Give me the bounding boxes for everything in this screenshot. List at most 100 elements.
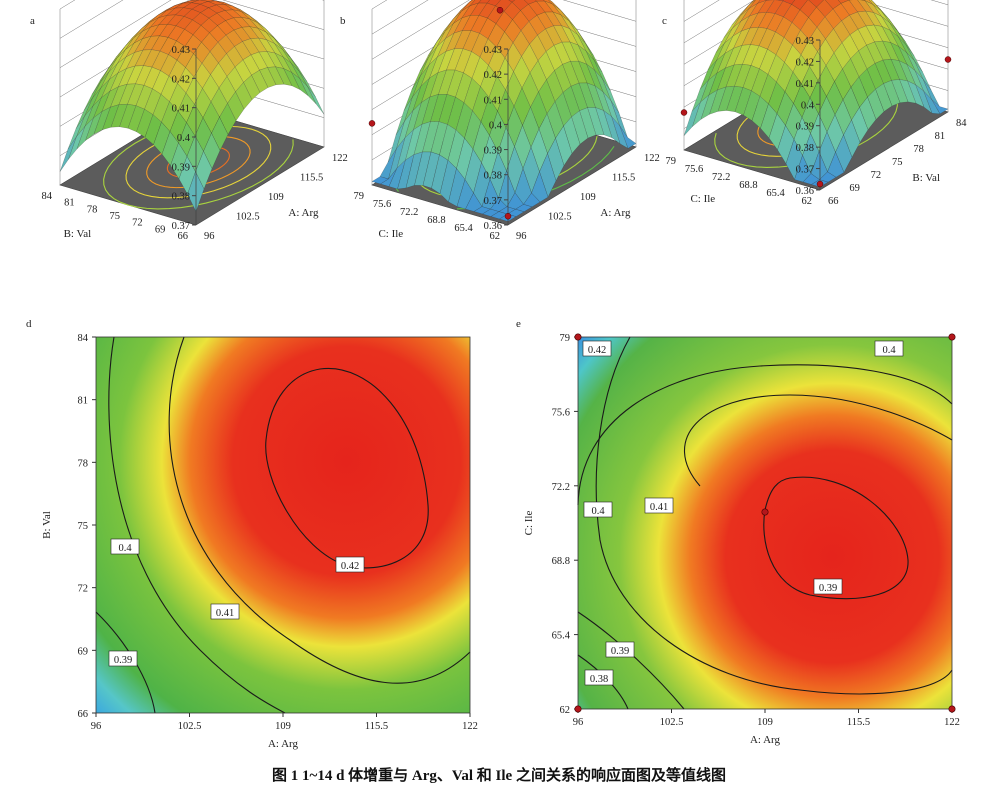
contour-line xyxy=(595,336,953,695)
x-tick-label: 75 xyxy=(892,157,903,168)
z-tick-label: 0.42 xyxy=(172,74,190,85)
contour-line xyxy=(168,336,471,684)
x-tick-label: 66 xyxy=(828,196,839,207)
x-tick-label: 72 xyxy=(871,170,882,181)
response-surface xyxy=(371,0,637,222)
x-axis-label: A: Arg xyxy=(600,207,631,219)
x-tick-label: 115.5 xyxy=(365,721,388,732)
y-tick-label: 75 xyxy=(110,211,121,222)
contour-label: 0.39 xyxy=(108,650,138,667)
contour-label: 0.38 xyxy=(584,669,614,686)
contour-label-box xyxy=(108,650,138,667)
x-tick-label: 109 xyxy=(275,721,291,732)
design-point xyxy=(680,109,688,116)
figure-caption: 图 1 1~14 d 体增重与 Arg、Val 和 Ile 之间关系的响应面图及… xyxy=(272,768,726,784)
panel-label: b xyxy=(340,15,346,27)
response-surface xyxy=(683,0,949,188)
y-tick-label: 72.2 xyxy=(712,172,730,183)
x-tick-label: 122 xyxy=(644,153,660,164)
z-tick-label: 0.4 xyxy=(801,100,815,111)
z-tick-label: 0.38 xyxy=(484,171,502,182)
figure-canvas: d 96 102.5 109 115.5 122 66 69 72 75 78 81 84 A: Arg B… xyxy=(26,0,967,750)
y-tick-label: 72.2 xyxy=(552,482,570,493)
y-tick-label: 69 xyxy=(155,224,166,235)
wall-gridline xyxy=(59,0,325,68)
z-tick-label: 0.38 xyxy=(172,192,190,203)
contour-label-text: 0.41 xyxy=(650,502,668,513)
y-tick-label: 66 xyxy=(178,231,189,242)
design-point xyxy=(816,180,824,188)
contour-label: 0.4 xyxy=(583,501,613,518)
x-tick-label: 115.5 xyxy=(612,173,635,184)
y-tick-label: 84 xyxy=(78,333,89,344)
y-tick-label: 68.8 xyxy=(427,215,445,226)
contour-label-text: 0.39 xyxy=(819,583,837,594)
z-tick-label: 0.37 xyxy=(796,165,814,176)
contour-label-box xyxy=(605,641,635,658)
y-axis-label: B: Val xyxy=(41,511,53,539)
x-tick-label: 109 xyxy=(757,717,773,728)
panel-label: e xyxy=(516,318,521,330)
y-tick-label: 68.8 xyxy=(552,556,570,567)
contour-label-box xyxy=(210,603,240,620)
y-tick-label: 78 xyxy=(87,204,98,215)
contour-label-box xyxy=(583,501,613,518)
design-point xyxy=(944,56,952,63)
x-tick-label: 96 xyxy=(573,717,584,728)
z-tick-label: 0.43 xyxy=(172,45,190,56)
x-tick-label: 102.5 xyxy=(660,717,684,728)
y-tick-label: 62 xyxy=(802,196,813,207)
y-axis-label: B: Val xyxy=(64,228,92,240)
contour-panel-e: e 96 102.5 109 115.5 122 62 65.4 68.8 72.2 75.6 79 A… xyxy=(516,318,960,746)
contour-line xyxy=(108,336,286,714)
z-tick-label: 0.43 xyxy=(796,36,814,47)
contour-label: 0.39 xyxy=(813,578,843,595)
y-axis-label: C: Ile xyxy=(690,193,715,205)
contour-label-box xyxy=(110,538,140,555)
z-tick-label: 0.38 xyxy=(796,143,814,154)
panel-label: c xyxy=(662,15,667,27)
x-tick-label: 115.5 xyxy=(300,173,323,184)
contour-label: 0.4 xyxy=(874,340,904,357)
contour-label-box xyxy=(874,340,904,357)
y-tick-label: 75.6 xyxy=(552,407,570,418)
y-axis-label: C: Ile xyxy=(523,511,535,536)
x-tick-label: 102.5 xyxy=(548,212,572,223)
surface-panel-b: b 0.43 0.42 0.41 0.4 0.39 0.38 0.37 0.36 96 102.5 1… xyxy=(340,0,660,242)
z-tick-label: 0.42 xyxy=(484,70,502,81)
contour-label-box xyxy=(582,340,612,357)
contour-label: 0.42 xyxy=(582,340,612,357)
panel-label: d xyxy=(26,318,32,330)
design-point xyxy=(496,6,504,14)
z-tick-label: 0.39 xyxy=(484,146,502,157)
z-tick-label: 0.36 xyxy=(796,186,814,197)
contour-label-text: 0.38 xyxy=(590,674,608,685)
z-tick-label: 0.36 xyxy=(484,221,502,232)
contour-label: 0.4 xyxy=(110,538,140,555)
response-surface xyxy=(59,0,325,213)
contour-label-text: 0.4 xyxy=(591,506,605,517)
z-tick-label: 0.42 xyxy=(796,57,814,68)
surface-facet xyxy=(508,0,516,3)
wall-gridline xyxy=(683,0,949,44)
contour-label-text: 0.42 xyxy=(341,561,359,572)
x-tick-label: 96 xyxy=(204,231,215,242)
contour-lines xyxy=(577,336,953,710)
y-tick-label: 81 xyxy=(64,198,75,209)
z-tick-label: 0.39 xyxy=(172,162,190,173)
contour-label-text: 0.42 xyxy=(588,345,606,356)
x-axis-label: B: Val xyxy=(912,172,940,184)
heatmap-fill xyxy=(96,337,470,713)
x-tick-label: 96 xyxy=(91,721,102,732)
x-tick-label: 84 xyxy=(956,118,967,129)
design-point xyxy=(368,120,376,127)
contour-label-box xyxy=(813,578,843,595)
y-tick-label: 65.4 xyxy=(454,223,473,234)
x-tick-label: 122 xyxy=(462,721,478,732)
y-tick-label: 62 xyxy=(490,231,501,242)
z-tick-label: 0.39 xyxy=(796,122,814,133)
design-point xyxy=(504,212,512,220)
y-tick-label: 68.8 xyxy=(739,180,757,191)
z-tick-label: 0.4 xyxy=(489,120,503,131)
z-tick-label: 0.4 xyxy=(177,133,191,144)
